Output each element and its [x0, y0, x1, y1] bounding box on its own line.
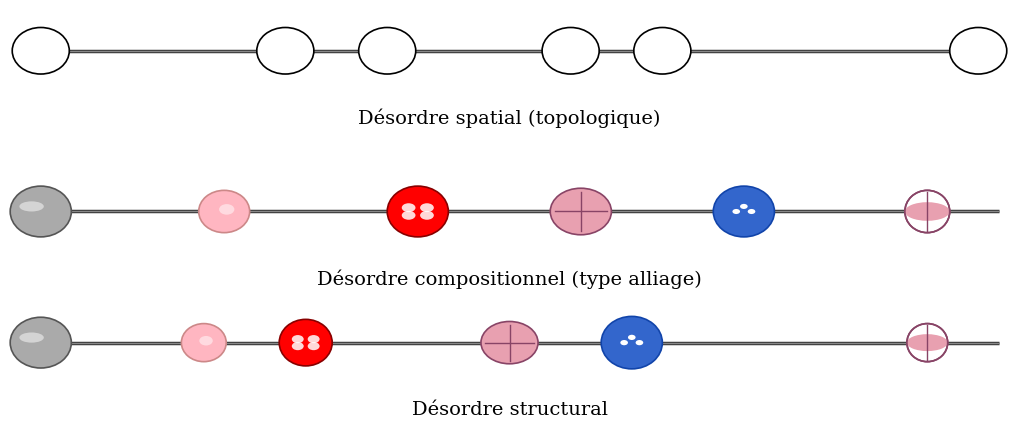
Ellipse shape [279, 319, 332, 366]
Ellipse shape [740, 204, 748, 209]
Wedge shape [907, 334, 948, 351]
Ellipse shape [634, 27, 691, 74]
Ellipse shape [12, 27, 69, 74]
Ellipse shape [181, 324, 226, 362]
Ellipse shape [550, 188, 611, 235]
Text: Désordre spatial (topologique): Désordre spatial (topologique) [359, 109, 660, 128]
Ellipse shape [19, 332, 44, 343]
Ellipse shape [481, 321, 538, 364]
Ellipse shape [291, 342, 304, 350]
Ellipse shape [308, 342, 320, 350]
Ellipse shape [907, 324, 948, 362]
Ellipse shape [621, 340, 628, 345]
Ellipse shape [628, 335, 636, 340]
Ellipse shape [387, 186, 448, 237]
Ellipse shape [10, 317, 71, 368]
Text: Désordre compositionnel (type alliage): Désordre compositionnel (type alliage) [317, 269, 702, 289]
Ellipse shape [950, 27, 1007, 74]
Ellipse shape [713, 186, 774, 237]
Ellipse shape [219, 204, 234, 215]
Ellipse shape [359, 27, 416, 74]
Ellipse shape [10, 186, 71, 237]
Ellipse shape [905, 190, 950, 233]
Text: Désordre structural: Désordre structural [412, 401, 607, 419]
Ellipse shape [401, 211, 416, 220]
Ellipse shape [291, 335, 304, 343]
Wedge shape [905, 202, 950, 221]
Ellipse shape [733, 209, 740, 214]
Ellipse shape [257, 27, 314, 74]
Ellipse shape [308, 335, 320, 343]
Ellipse shape [199, 190, 250, 233]
Ellipse shape [601, 316, 662, 369]
Ellipse shape [420, 211, 434, 220]
Ellipse shape [748, 209, 755, 214]
Ellipse shape [420, 203, 434, 212]
Ellipse shape [200, 336, 213, 346]
Ellipse shape [19, 201, 44, 212]
Ellipse shape [542, 27, 599, 74]
Ellipse shape [636, 340, 643, 345]
Ellipse shape [401, 203, 416, 212]
